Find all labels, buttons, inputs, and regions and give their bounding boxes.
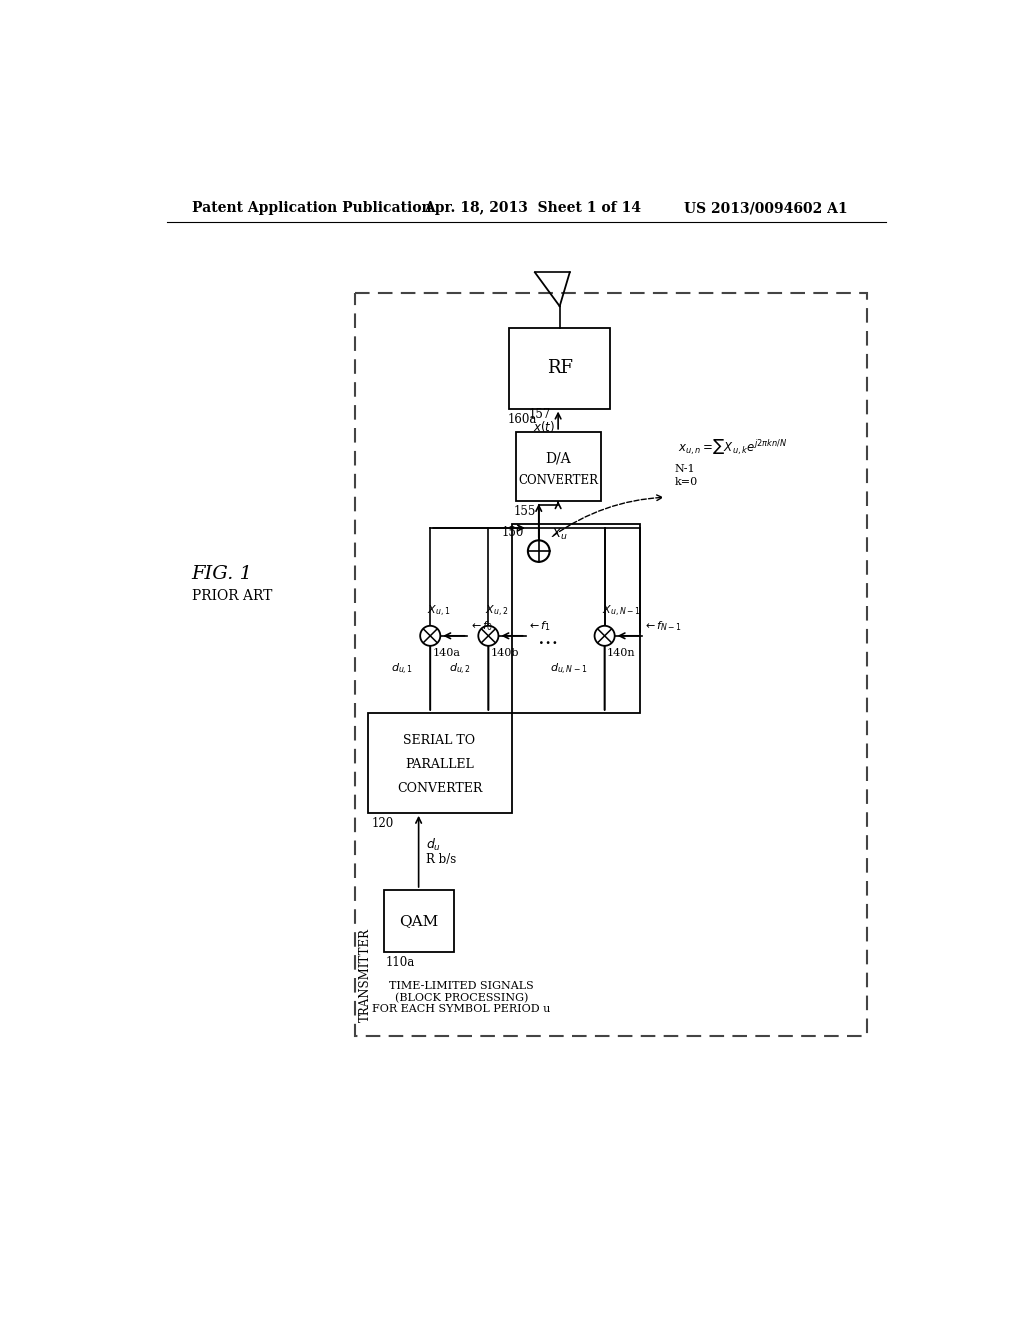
- Text: FIG. 1: FIG. 1: [191, 565, 253, 583]
- Text: 160a: 160a: [508, 413, 538, 426]
- Text: TRANSMITTER: TRANSMITTER: [358, 928, 372, 1022]
- Bar: [355, 293, 866, 1036]
- Bar: [512, 524, 640, 713]
- Text: 157: 157: [528, 408, 551, 421]
- Text: ...: ...: [538, 628, 558, 648]
- Text: $d_{u,2}$: $d_{u,2}$: [450, 663, 471, 677]
- Text: 120: 120: [372, 817, 393, 830]
- Text: RF: RF: [547, 359, 572, 376]
- Text: PARALLEL: PARALLEL: [406, 759, 474, 771]
- Bar: [509, 327, 610, 409]
- Text: 155: 155: [514, 506, 537, 519]
- Text: $\leftarrow f_{N-1}$: $\leftarrow f_{N-1}$: [643, 619, 683, 634]
- Text: TIME-LIMITED SIGNALS
(BLOCK PROCESSING)
FOR EACH SYMBOL PERIOD u: TIME-LIMITED SIGNALS (BLOCK PROCESSING) …: [372, 981, 551, 1015]
- Text: R b/s: R b/s: [426, 853, 457, 866]
- Circle shape: [478, 626, 499, 645]
- Bar: [384, 890, 454, 952]
- Text: PRIOR ART: PRIOR ART: [191, 589, 272, 603]
- Text: D/A: D/A: [546, 451, 571, 465]
- Text: QAM: QAM: [399, 913, 438, 928]
- Text: 150: 150: [502, 527, 524, 539]
- Text: $d_{u,1}$: $d_{u,1}$: [391, 663, 414, 677]
- Text: CONVERTER: CONVERTER: [397, 783, 482, 796]
- Text: 140a: 140a: [432, 648, 461, 657]
- Text: $x_{u,n}=\!\sum X_{u,k}e^{j2\pi kn/N}$: $x_{u,n}=\!\sum X_{u,k}e^{j2\pi kn/N}$: [678, 437, 787, 457]
- Text: $d_{u,N-1}$: $d_{u,N-1}$: [550, 663, 588, 677]
- Circle shape: [420, 626, 440, 645]
- Text: $X_u$: $X_u$: [551, 527, 568, 541]
- Text: $d_u$: $d_u$: [426, 837, 441, 853]
- Text: $x(t)$: $x(t)$: [534, 418, 555, 434]
- Text: US 2013/0094602 A1: US 2013/0094602 A1: [684, 202, 848, 215]
- Text: 140n: 140n: [607, 648, 636, 657]
- Text: SERIAL TO: SERIAL TO: [403, 734, 475, 747]
- Bar: [515, 432, 601, 502]
- Text: $X_{u,1}$: $X_{u,1}$: [427, 603, 451, 619]
- Circle shape: [595, 626, 614, 645]
- Text: $X_{u,2}$: $X_{u,2}$: [485, 603, 509, 619]
- Text: Apr. 18, 2013  Sheet 1 of 14: Apr. 18, 2013 Sheet 1 of 14: [424, 202, 641, 215]
- Text: 110a: 110a: [385, 956, 415, 969]
- Bar: [369, 713, 512, 813]
- Text: $X_{u,N-1}$: $X_{u,N-1}$: [601, 603, 640, 619]
- Text: k=0: k=0: [675, 477, 697, 487]
- Text: 140b: 140b: [490, 648, 519, 657]
- Text: Patent Application Publication: Patent Application Publication: [191, 202, 431, 215]
- Text: $\leftarrow f_0$: $\leftarrow f_0$: [469, 619, 493, 634]
- Text: N-1: N-1: [675, 463, 695, 474]
- Text: $\leftarrow f_1$: $\leftarrow f_1$: [527, 619, 551, 634]
- Circle shape: [528, 540, 550, 562]
- Text: CONVERTER: CONVERTER: [518, 474, 598, 487]
